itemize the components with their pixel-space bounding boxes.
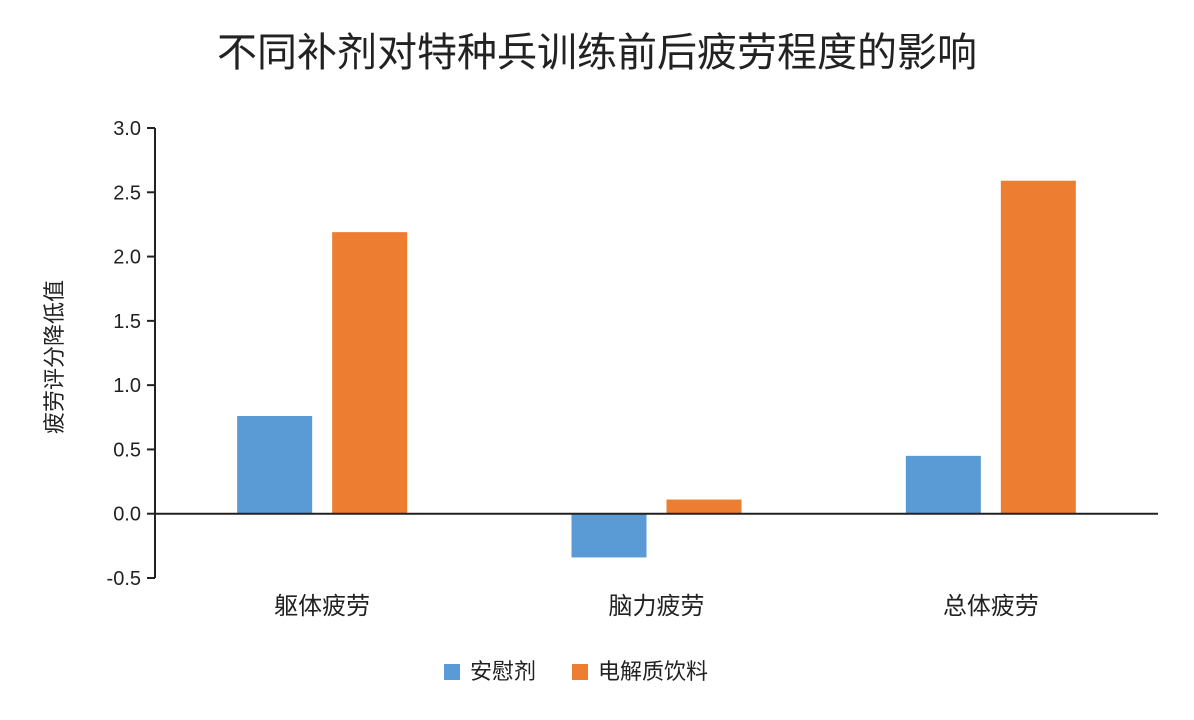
- y-tick-label: 1.0: [113, 375, 141, 397]
- x-tick-label: 躯体疲劳: [274, 592, 370, 620]
- x-axis: 躯体疲劳 脑力疲劳 总体疲劳: [155, 512, 1158, 620]
- y-tick-label: 3.0: [113, 118, 141, 140]
- y-tick-label: 2.0: [113, 247, 141, 269]
- y-tick-label: 0.0: [113, 504, 141, 526]
- legend-swatch-2: [572, 664, 588, 680]
- chart-title: 不同补剂对特种兵训练前后疲劳程度的影响: [217, 30, 977, 76]
- x-tick-label: 脑力疲劳: [609, 592, 705, 620]
- bar-2-2: [666, 499, 742, 514]
- bar-2-1: [332, 232, 408, 514]
- y-tick-label: 2.5: [113, 182, 141, 204]
- y-tick-label: -0.5: [107, 568, 141, 590]
- y-axis: -0.5 0.0 0.5 1.0 1.5 2.0 2.5 3.0: [107, 118, 156, 590]
- legend-swatch-1: [444, 664, 460, 680]
- y-axis-label: 疲劳评分降低值: [43, 280, 68, 434]
- x-tick-label: 总体疲劳: [943, 592, 1039, 620]
- bars-group: [237, 180, 1076, 558]
- bar-1-3: [905, 455, 981, 514]
- legend: 安慰剂 电解质饮料: [444, 660, 708, 685]
- legend-label-2: 电解质饮料: [598, 660, 708, 685]
- y-tick-label: 1.5: [113, 311, 141, 333]
- legend-label-1: 安慰剂: [470, 660, 536, 685]
- bar-1-2: [571, 513, 647, 558]
- bar-2-3: [1000, 180, 1076, 514]
- bar-1-1: [237, 416, 313, 514]
- y-tick-label: 0.5: [113, 439, 141, 461]
